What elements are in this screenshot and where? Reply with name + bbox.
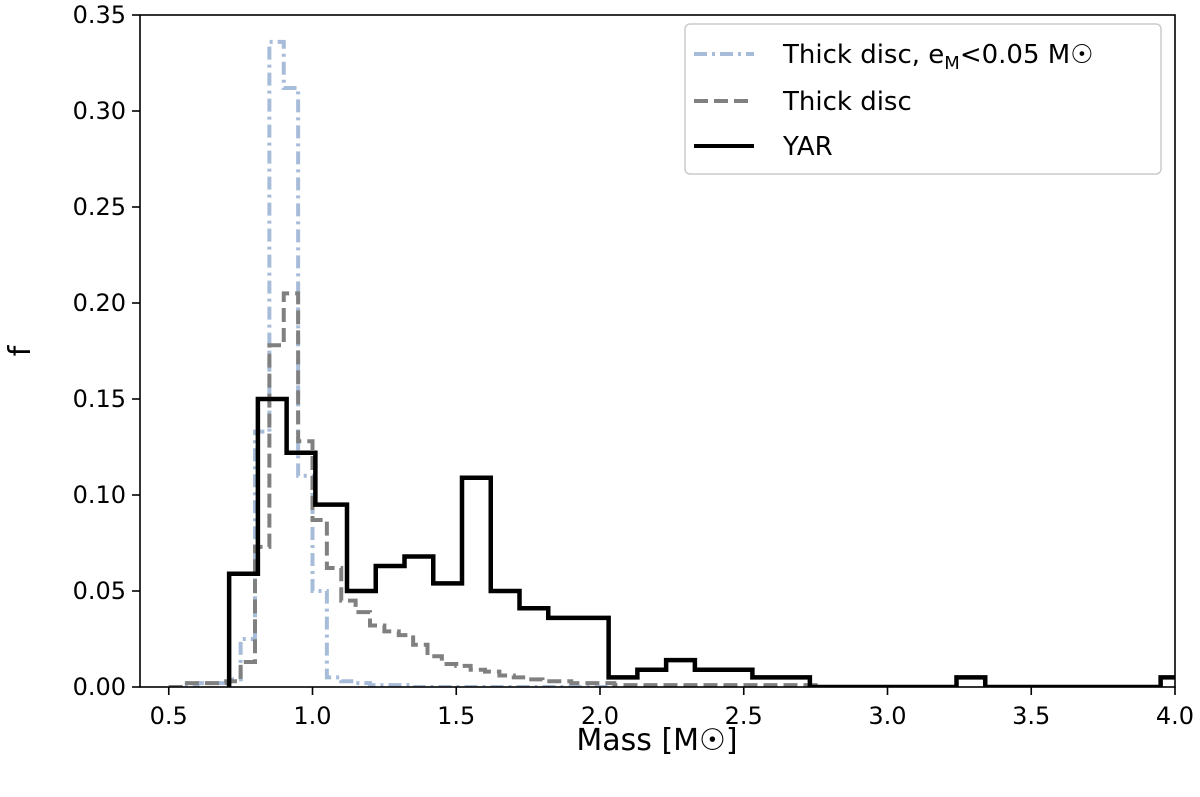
series-layer (168, 39, 1175, 687)
legend-label-yar: YAR (782, 132, 833, 162)
series-thick-disc-step (168, 291, 818, 687)
y-axis-label: f (3, 344, 38, 356)
y-tick-label: 0.05 (73, 577, 126, 605)
legend-label-thick-disc-em: Thick disc, eM<0.05 M☉ (782, 40, 1094, 74)
y-tick-label: 0.00 (73, 673, 126, 701)
legend-label-thick-disc: Thick disc (782, 87, 912, 117)
x-axis: 0.5 1.0 1.5 2.0 2.5 3.0 3.5 4.0 (150, 687, 1194, 730)
series-thick-disc-em-step (168, 39, 615, 687)
y-tick-label: 0.35 (73, 1, 126, 29)
legend: Thick disc, eM<0.05 M☉ Thick disc YAR (684, 23, 1162, 175)
y-axis: 0.00 0.05 0.10 0.15 0.20 0.25 0.30 0.35 (73, 1, 140, 701)
y-tick-label: 0.25 (73, 193, 126, 221)
legend-label-thick-disc-em-subscript: M (944, 53, 960, 74)
legend-label-thick-disc-em-main: Thick disc, e (782, 40, 944, 70)
x-tick-label: 3.5 (1012, 702, 1050, 730)
plot-frame (139, 14, 1176, 688)
x-tick-label: 2.0 (581, 702, 619, 730)
x-tick-label: 0.5 (150, 702, 188, 730)
x-tick-label: 1.0 (293, 702, 331, 730)
y-tick-label: 0.30 (73, 97, 126, 125)
x-tick-label: 2.5 (725, 702, 763, 730)
y-tick-label: 0.15 (73, 385, 126, 413)
x-tick-label: 1.5 (437, 702, 475, 730)
legend-label-thick-disc-em-suffix: <0.05 M☉ (960, 40, 1094, 70)
x-axis-label: Mass [M☉] (576, 723, 737, 758)
series-yar-step (226, 396, 1175, 687)
y-tick-label: 0.20 (73, 289, 126, 317)
x-tick-label: 3.0 (868, 702, 906, 730)
legend-frame (684, 23, 1162, 175)
y-tick-label: 0.10 (73, 481, 126, 509)
x-tick-label: 4.0 (1156, 702, 1194, 730)
